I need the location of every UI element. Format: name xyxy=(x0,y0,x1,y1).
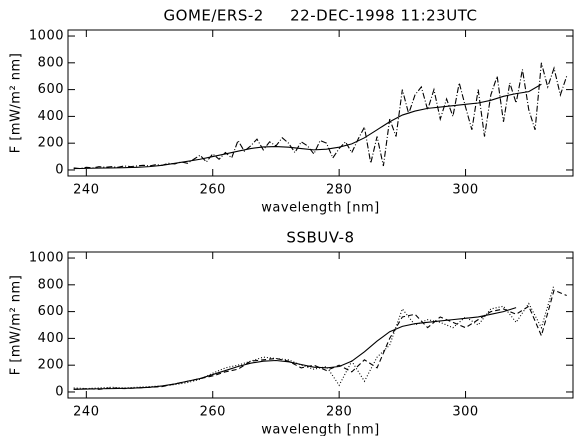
y-tick-label: 800 xyxy=(38,55,64,70)
y-tick-label: 600 xyxy=(38,82,64,97)
x-tick-label: 240 xyxy=(73,183,99,198)
y-tick-label: 0 xyxy=(55,162,64,177)
x-axis-label: wavelength [nm] xyxy=(261,201,379,216)
x-tick-label: 280 xyxy=(326,183,352,198)
y-axis-label: F [mW/m² nm] xyxy=(9,53,24,154)
panel: SSBUV-8 wavelength [nm] F [mW/m² nm] 240 260… xyxy=(9,229,574,436)
series-line xyxy=(73,284,555,390)
x-tick-label: 260 xyxy=(200,405,226,420)
y-tick-label: 800 xyxy=(38,277,64,292)
panel: GOME/ERS-2 22-DEC-1998 11:23UTC wavelengt… xyxy=(9,7,574,216)
x-tick-label: 260 xyxy=(200,183,226,198)
x-tick-label: 300 xyxy=(452,405,478,420)
series-line xyxy=(73,289,567,390)
plot-frame xyxy=(67,29,574,177)
y-axis-label: F [mW/m² nm] xyxy=(9,275,24,376)
y-tick-label: 400 xyxy=(38,331,64,346)
x-tick-label: 300 xyxy=(452,183,478,198)
y-tick-label: 1000 xyxy=(29,251,64,266)
y-tick-label: 600 xyxy=(38,304,64,319)
series-line xyxy=(73,83,542,170)
x-axis-label: wavelength [nm] xyxy=(261,423,379,436)
y-tick-label: 200 xyxy=(38,358,64,373)
plot-frame xyxy=(67,251,574,399)
x-tick-label: 240 xyxy=(73,405,99,420)
series-line xyxy=(73,62,568,170)
panel-title: GOME/ERS-2 22-DEC-1998 11:23UTC xyxy=(164,7,478,25)
y-tick-label: 400 xyxy=(38,109,64,124)
panel-title: SSBUV-8 xyxy=(286,229,354,247)
x-tick-label: 280 xyxy=(326,405,352,420)
y-tick-label: 200 xyxy=(38,136,64,151)
y-tick-label: 0 xyxy=(55,384,64,399)
series-line xyxy=(73,307,517,390)
y-tick-label: 1000 xyxy=(29,29,64,44)
